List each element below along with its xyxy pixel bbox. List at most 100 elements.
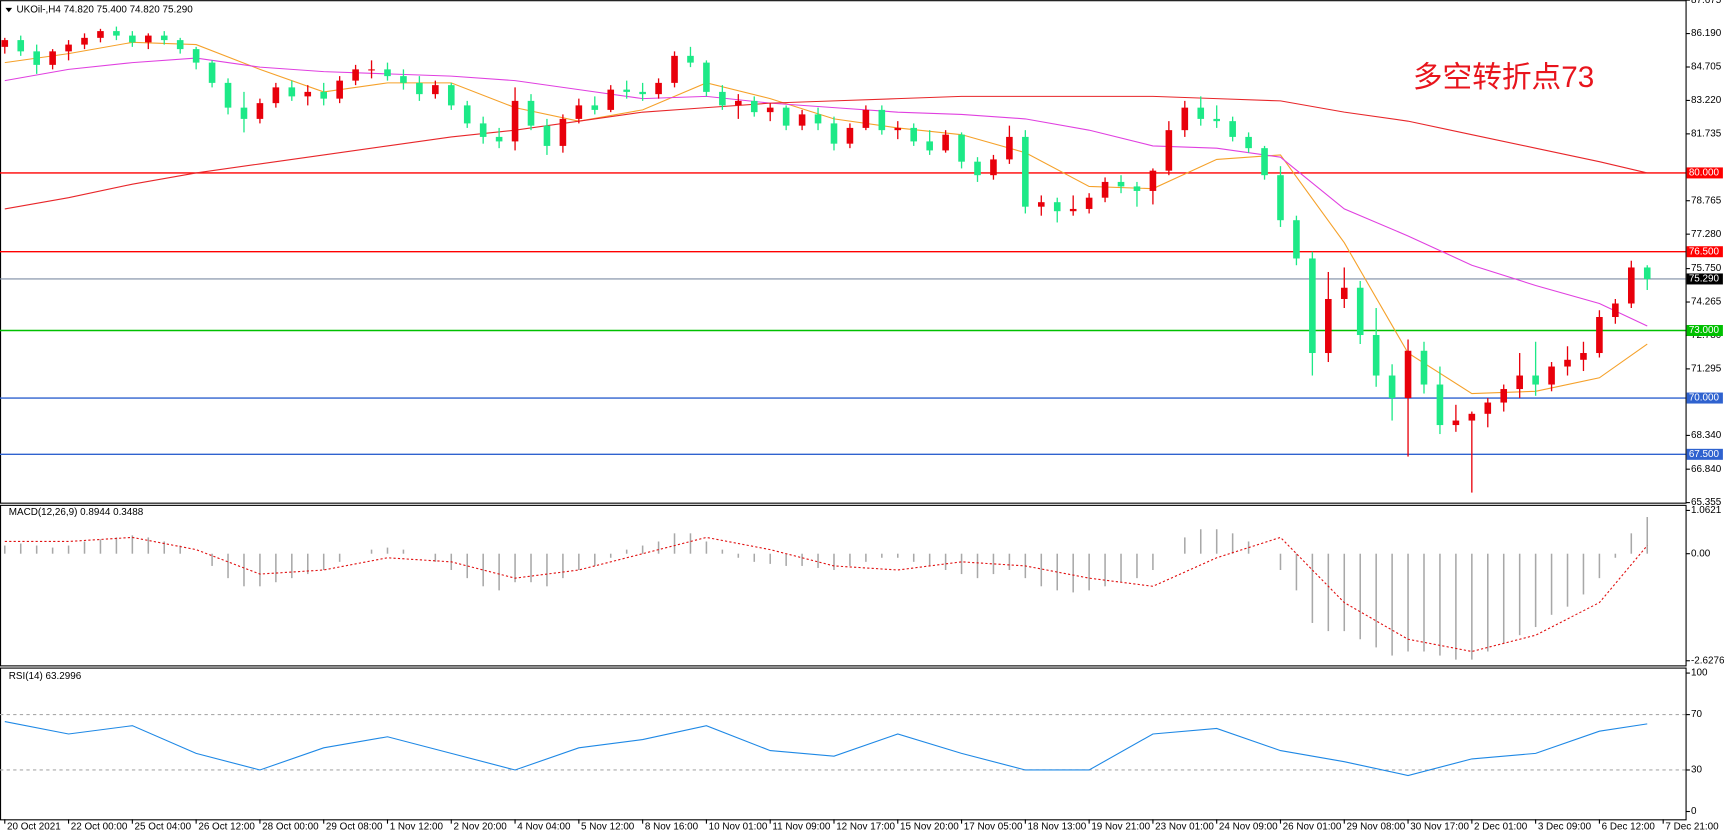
candle-body: [1436, 384, 1444, 426]
candle-body: [1101, 181, 1109, 198]
x-tick-label: 22 Oct 00:00: [71, 822, 128, 833]
candle-body: [240, 107, 248, 119]
candle-body: [1580, 353, 1587, 360]
candle-body: [1006, 136, 1013, 160]
candle-body: [655, 82, 662, 95]
candle-body: [1468, 413, 1476, 421]
candle-body: [368, 69, 375, 71]
candle-body: [352, 69, 359, 81]
menu-triangle: [5, 7, 13, 13]
candle-body: [320, 91, 328, 99]
x-tick-label: 20 Oct 2021: [7, 822, 61, 833]
chart-title: UKOil-,H4 74.820 75.400 74.820 75.290: [16, 5, 193, 16]
y-tick-label: 74.265: [1691, 297, 1722, 308]
candle-body: [878, 109, 886, 131]
candle-body: [1117, 181, 1125, 187]
candle-body: [1069, 208, 1077, 212]
macd-label: MACD(12,26,9) 0.8944 0.3488: [9, 507, 144, 518]
candle-body: [814, 114, 822, 124]
y-tick-label: 75.750: [1691, 263, 1722, 274]
x-tick-label: 26 Nov 01:00: [1283, 822, 1342, 833]
candle-body: [830, 123, 838, 144]
candle-body: [256, 103, 264, 119]
level-label: 70.000: [1689, 393, 1720, 404]
candle-body: [671, 55, 678, 83]
candle-body: [1245, 136, 1252, 149]
y-tick-label: 71.295: [1691, 363, 1722, 374]
x-tick-label: 18 Nov 13:00: [1028, 822, 1087, 833]
y-tick-label: -2.6276: [1691, 655, 1724, 666]
candle-body: [750, 100, 758, 113]
candle-body: [607, 89, 615, 110]
macd-panel: [0, 504, 1687, 667]
y-tick-label: 68.340: [1691, 430, 1722, 441]
x-tick-label: 10 Nov 01:00: [709, 822, 768, 833]
candle-body: [527, 100, 535, 126]
candle-body: [1548, 366, 1555, 385]
candle-body: [49, 51, 56, 65]
x-tick-label: 26 Oct 12:00: [198, 822, 255, 833]
candle-body: [416, 82, 423, 95]
x-tick-label: 2 Nov 20:00: [453, 822, 507, 833]
x-tick-label: 3 Dec 09:00: [1538, 822, 1592, 833]
x-tick-label: 30 Nov 17:00: [1410, 822, 1469, 833]
candle-body: [1340, 287, 1348, 299]
candle-body: [1165, 130, 1173, 171]
y-tick-label: 77.280: [1691, 229, 1722, 240]
y-tick-label: 70: [1691, 709, 1702, 720]
candle-body: [384, 69, 391, 77]
rsi-line: [4, 720, 1648, 777]
x-tick-label: 29 Nov 08:00: [1346, 822, 1405, 833]
level-label-bg: [1686, 325, 1723, 337]
candle-body: [511, 100, 519, 142]
candle-body: [145, 35, 152, 43]
candle-body: [559, 118, 567, 146]
level-label-bg: [1686, 246, 1723, 258]
x-tick-label: 6 Dec 12:00: [1602, 822, 1656, 833]
annotation: 多空转折点73: [1413, 61, 1594, 94]
candle-body: [304, 91, 312, 97]
candle-body: [1372, 335, 1380, 376]
candle-body: [1404, 350, 1412, 399]
candle-body: [543, 125, 551, 146]
candle-body: [639, 91, 646, 95]
x-tick-label: 19 Nov 21:00: [1091, 822, 1150, 833]
candle-body: [176, 40, 184, 50]
x-tick-label: 7 Dec 21:00: [1665, 822, 1719, 833]
candle-body: [926, 141, 933, 151]
candle-body: [447, 85, 455, 106]
moving-average: [4, 95, 1648, 210]
y-tick-label: 30: [1691, 765, 1702, 776]
candle-body: [1149, 170, 1157, 191]
candle-body: [942, 134, 949, 151]
candle-body: [1293, 220, 1300, 259]
candle-body: [766, 107, 774, 113]
candle-body: [432, 85, 439, 95]
current-price-label: 75.290: [1689, 274, 1720, 285]
candle-body: [1388, 375, 1396, 399]
x-tick-label: 1 Nov 12:00: [390, 822, 444, 833]
candle-body: [1596, 316, 1603, 354]
y-tick-label: 100: [1691, 668, 1708, 679]
candle-body: [479, 123, 487, 137]
candle-body: [1643, 267, 1651, 279]
candle-body: [862, 109, 870, 128]
x-tick-label: 15 Nov 20:00: [900, 822, 959, 833]
candle-body: [288, 87, 296, 97]
candle-body: [33, 51, 40, 65]
level-label: 80.000: [1689, 168, 1720, 179]
candle-body: [1261, 148, 1268, 176]
candle-body: [1197, 107, 1205, 119]
candle-body: [1309, 258, 1316, 354]
candle-body: [336, 80, 343, 99]
macd-signal: [4, 536, 1648, 653]
x-tick-label: 8 Nov 16:00: [645, 822, 699, 833]
candle-body: [1325, 298, 1332, 354]
candle-body: [1053, 202, 1061, 212]
candle-body: [1037, 202, 1045, 207]
candle-body: [1532, 375, 1539, 385]
candle-body: [1612, 303, 1619, 317]
x-tick-label: 4 Nov 04:00: [517, 822, 571, 833]
